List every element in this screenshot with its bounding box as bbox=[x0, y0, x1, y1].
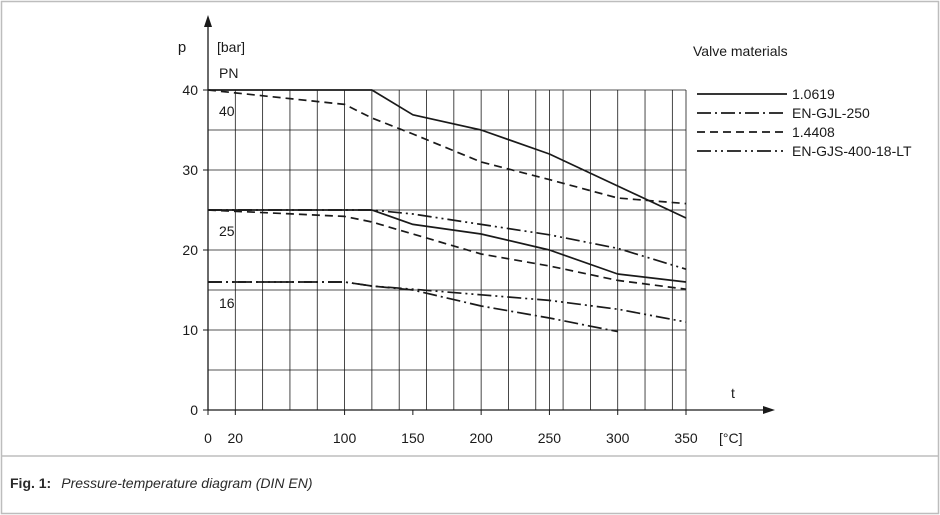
series-line bbox=[208, 209, 687, 283]
grid bbox=[207, 89, 687, 411]
legend: Valve materials 1.0619 EN-GJL-250 1.4408 EN-… bbox=[693, 43, 912, 159]
x-tick-label: 0 bbox=[204, 430, 212, 446]
x-axis-arrow bbox=[763, 406, 775, 414]
axis-labels: 0 20 100 150 200 250 300 350 0 10 20 30 40 p [bar] PN t [… bbox=[178, 39, 743, 446]
legend-label: EN-GJS-400-18-LT bbox=[792, 143, 912, 159]
y-tick-label: 30 bbox=[182, 162, 198, 178]
x-axis-label: t bbox=[731, 385, 735, 401]
y-axis-label: p bbox=[178, 39, 186, 56]
pn-label: 16 bbox=[219, 295, 235, 311]
legend-title: Valve materials bbox=[693, 43, 788, 59]
y-axis-arrow bbox=[204, 15, 212, 27]
y-tick-label: 10 bbox=[182, 322, 198, 338]
x-tick-label: 150 bbox=[401, 430, 425, 446]
series-line bbox=[208, 89, 687, 219]
x-tick-label: 100 bbox=[333, 430, 357, 446]
x-tick-label: 20 bbox=[228, 430, 244, 446]
x-tick-label: 200 bbox=[469, 430, 493, 446]
x-tick-label: 350 bbox=[674, 430, 698, 446]
series-line bbox=[208, 281, 687, 323]
axes bbox=[203, 15, 775, 415]
caption-label: Fig. 1: bbox=[10, 475, 52, 491]
pn-label: 40 bbox=[219, 103, 235, 119]
series-line bbox=[207, 89, 687, 205]
y-tick-label: 0 bbox=[190, 402, 198, 418]
legend-label: 1.4408 bbox=[792, 124, 835, 140]
y-tick-label: 40 bbox=[182, 82, 198, 98]
pn-label: 25 bbox=[219, 223, 235, 239]
legend-label: EN-GJL-250 bbox=[792, 105, 870, 121]
y-tick-label: 20 bbox=[182, 242, 198, 258]
x-axis-unit: [°C] bbox=[719, 430, 743, 446]
series-line bbox=[208, 209, 687, 271]
figure-caption: Fig. 1: Pressure-temperature diagram (DIN… bbox=[10, 475, 313, 491]
pn-header: PN bbox=[219, 65, 238, 81]
series-line bbox=[207, 209, 687, 291]
x-tick-label: 300 bbox=[606, 430, 630, 446]
caption-text: Pressure-temperature diagram (DIN EN) bbox=[61, 475, 313, 491]
series-lines bbox=[207, 89, 687, 333]
legend-label: 1.0619 bbox=[792, 86, 835, 102]
y-axis-unit: [bar] bbox=[217, 39, 245, 55]
x-tick-label: 250 bbox=[538, 430, 562, 446]
